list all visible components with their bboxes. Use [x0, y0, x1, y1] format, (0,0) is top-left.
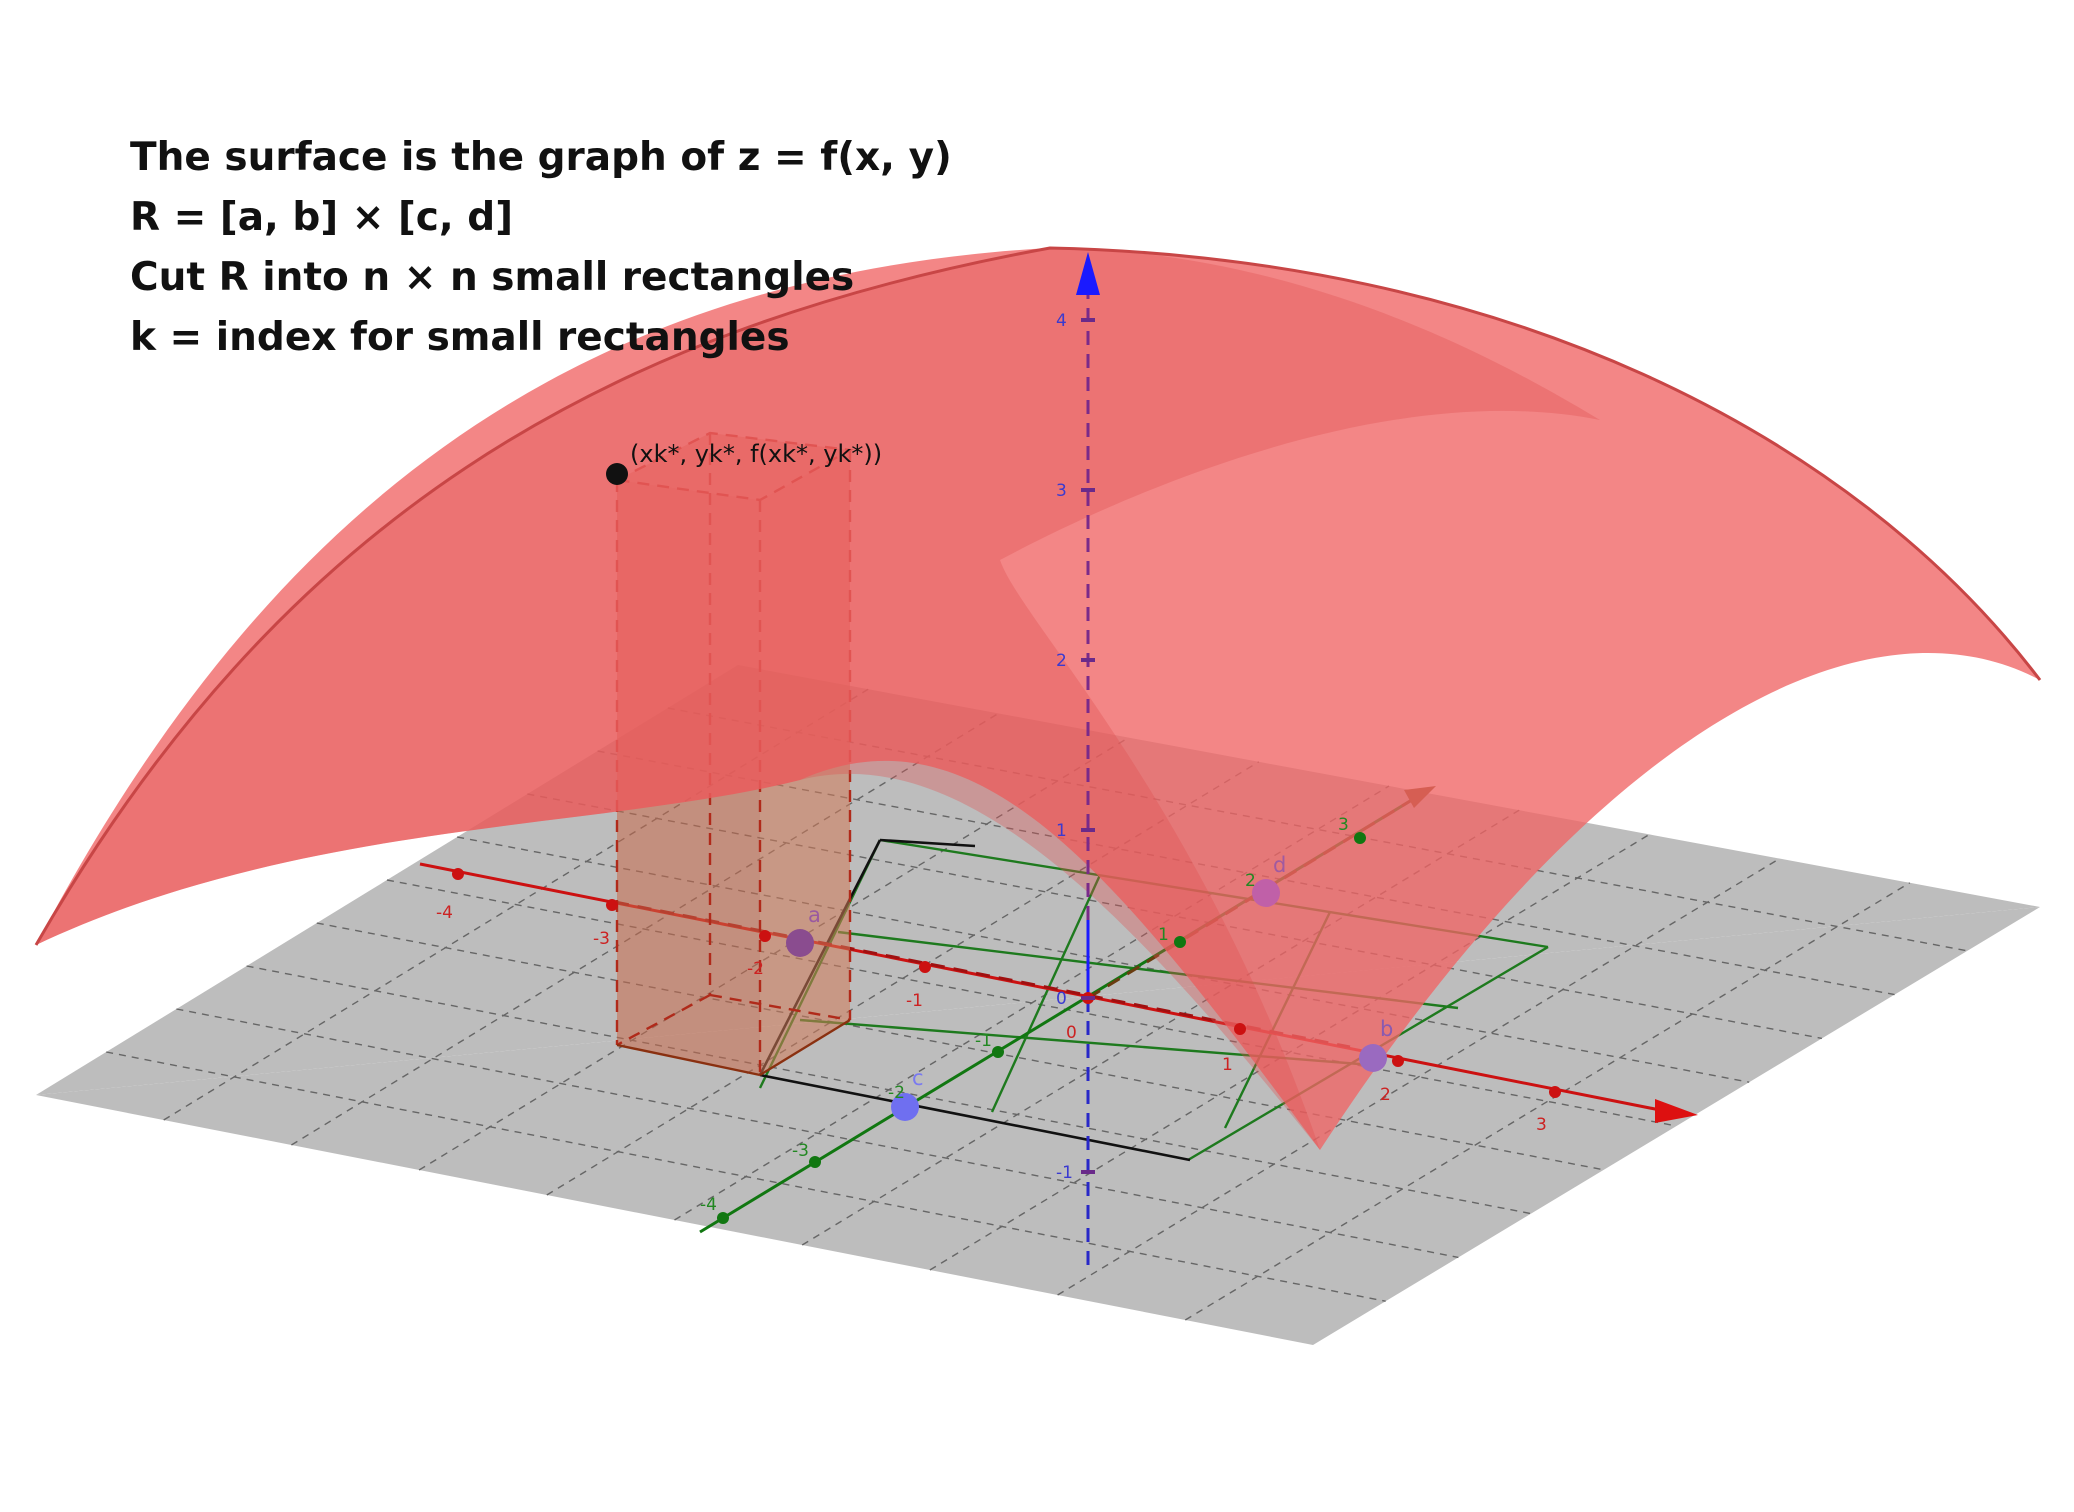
caption-line-1: The surface is the graph of z = f(x, y)	[130, 135, 952, 180]
point-b	[1359, 1044, 1387, 1072]
grid-line	[527, 793, 1823, 1040]
x-tick-mark	[1392, 1055, 1404, 1067]
x-tick-mark	[606, 899, 618, 911]
grid-line	[176, 1008, 1459, 1259]
point-d-label: d	[1273, 853, 1286, 877]
grid-line	[1184, 882, 1911, 1321]
caption-line-4: k = index for small rectangles	[130, 315, 790, 360]
y-tick-mark	[1354, 832, 1366, 844]
x-tick-mark	[452, 868, 464, 880]
x-tick-label: 3	[1536, 1115, 1547, 1135]
caption: The surface is the graph of z = f(x, y) …	[130, 128, 952, 368]
caption-line-3: Cut R into n × n small rectangles	[130, 255, 855, 300]
y-tick-label: 2	[1245, 871, 1256, 891]
point-c-label: c	[912, 1066, 924, 1090]
y-tick-label: -2	[888, 1083, 905, 1103]
grid-line	[316, 922, 1604, 1171]
y-tick-mark	[1174, 936, 1186, 948]
y-tick-mark	[809, 1156, 821, 1168]
point-a-label: a	[808, 903, 821, 927]
sample-point	[606, 463, 628, 485]
x-tick-label: 0	[1066, 1023, 1077, 1043]
z-tick-label: 0	[1056, 989, 1067, 1009]
grid-line	[674, 785, 1390, 1221]
x-tick-label: -2	[747, 959, 764, 979]
caption-line-2: R = [a, b] × [c, d]	[130, 195, 514, 240]
point-a	[786, 929, 814, 957]
surface-front	[36, 248, 1600, 1150]
x-tick-mark	[1234, 1023, 1246, 1035]
y-tick-label: 1	[1158, 925, 1169, 945]
x-tick-mark	[759, 930, 771, 942]
z-tick-label: 1	[1056, 821, 1067, 841]
point-d	[1252, 879, 1280, 907]
grid-line	[418, 737, 1129, 1171]
grid-line	[801, 809, 1520, 1246]
xy-plane	[36, 907, 2040, 1345]
sample-point-label: (xk*, yk*, f(xk*, yk*))	[630, 440, 882, 468]
surface-edge	[34, 246, 2042, 946]
y-tick-mark	[992, 1046, 1004, 1058]
z-tick-label: 2	[1056, 651, 1067, 671]
y-tick-label: -4	[700, 1195, 717, 1215]
grid-line	[457, 836, 1750, 1083]
xy-plane-far	[36, 665, 2040, 1095]
x-tick-label: 2	[1380, 1085, 1391, 1105]
y-tick-label: -1	[975, 1031, 992, 1051]
surface-back	[36, 248, 2040, 1150]
x-tick-label: -1	[906, 991, 923, 1011]
grid-line	[1057, 858, 1780, 1296]
point-b-label: b	[1380, 1017, 1393, 1041]
y-tick-label: 3	[1338, 815, 1349, 835]
x-tick-mark	[919, 961, 931, 973]
grid-line	[291, 712, 999, 1146]
z-axis	[1076, 252, 1100, 1265]
z-tick-label: 4	[1056, 311, 1067, 331]
y-tick-mark	[717, 1212, 729, 1224]
y-tick-label: -3	[792, 1141, 809, 1161]
z-tick-label: -1	[1056, 1163, 1073, 1183]
x-tick-mark	[1549, 1086, 1561, 1098]
x-tick-label: -4	[436, 903, 453, 923]
x-tick-label: -3	[593, 929, 610, 949]
z-tick-label: 3	[1056, 481, 1067, 501]
x-tick-label: 1	[1222, 1055, 1233, 1075]
point-c	[891, 1093, 919, 1121]
